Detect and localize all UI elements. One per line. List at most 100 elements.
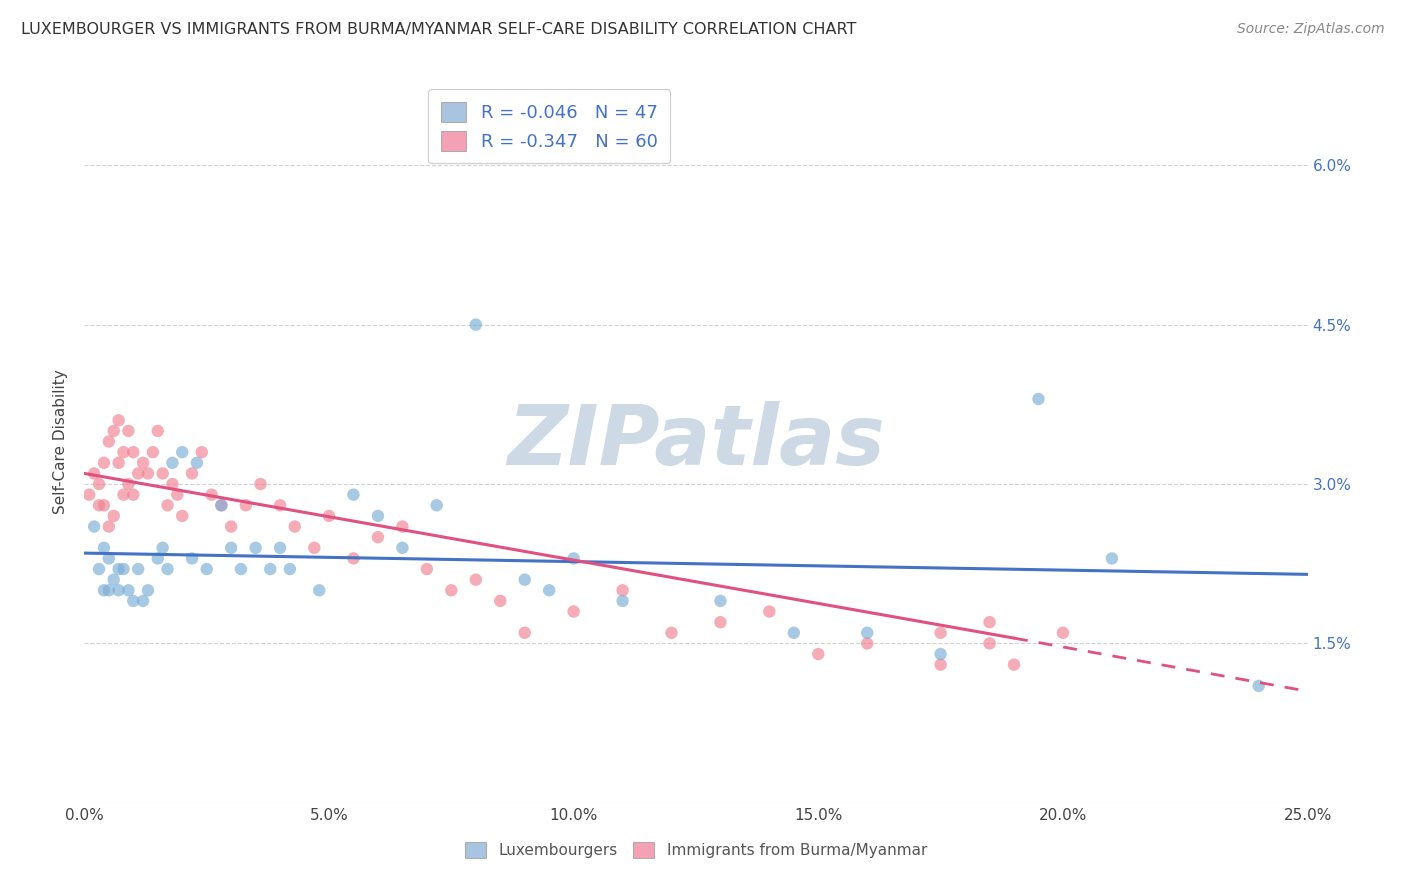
Point [538, 583, 561, 598]
Point [709, 594, 731, 608]
Point [318, 508, 340, 523]
Point [209, 498, 232, 512]
Point [162, 477, 184, 491]
Point [93, 456, 115, 470]
Legend: Luxembourgers, Immigrants from Burma/Myanmar: Luxembourgers, Immigrants from Burma/Mya… [456, 832, 936, 867]
Point [1028, 392, 1050, 406]
Point [83, 467, 105, 481]
Point [83, 519, 105, 533]
Point [156, 498, 179, 512]
Point [259, 562, 281, 576]
Point [391, 519, 413, 533]
Point [136, 583, 159, 598]
Point [235, 498, 257, 512]
Point [97, 551, 120, 566]
Point [103, 508, 125, 523]
Point [929, 625, 952, 640]
Point [142, 445, 165, 459]
Point [93, 541, 115, 555]
Point [117, 424, 139, 438]
Point [132, 594, 155, 608]
Point [219, 519, 242, 533]
Point [93, 583, 115, 598]
Point [464, 573, 486, 587]
Point [342, 551, 364, 566]
Point [245, 541, 267, 555]
Point [856, 636, 879, 650]
Text: LUXEMBOURGER VS IMMIGRANTS FROM BURMA/MYANMAR SELF-CARE DISABILITY CORRELATION C: LUXEMBOURGER VS IMMIGRANTS FROM BURMA/MY… [21, 22, 856, 37]
Point [162, 456, 184, 470]
Point [1002, 657, 1025, 672]
Point [709, 615, 731, 630]
Point [342, 488, 364, 502]
Point [166, 488, 188, 502]
Point [122, 488, 145, 502]
Point [612, 583, 634, 598]
Text: Source: ZipAtlas.com: Source: ZipAtlas.com [1237, 22, 1385, 37]
Point [562, 605, 585, 619]
Point [172, 445, 194, 459]
Point [112, 445, 135, 459]
Point [127, 562, 149, 576]
Point [367, 530, 389, 544]
Point [200, 488, 222, 502]
Point [562, 551, 585, 566]
Point [269, 498, 291, 512]
Point [304, 541, 326, 555]
Point [209, 498, 232, 512]
Point [172, 508, 194, 523]
Point [758, 605, 780, 619]
Point [783, 625, 806, 640]
Text: ZIPatlas: ZIPatlas [508, 401, 884, 482]
Point [97, 434, 120, 449]
Point [191, 445, 214, 459]
Point [181, 551, 204, 566]
Point [440, 583, 463, 598]
Point [929, 657, 952, 672]
Point [979, 615, 1001, 630]
Point [107, 562, 129, 576]
Point [127, 467, 149, 481]
Point [87, 498, 110, 512]
Point [249, 477, 271, 491]
Point [117, 477, 139, 491]
Point [136, 467, 159, 481]
Point [152, 541, 174, 555]
Point [278, 562, 301, 576]
Point [146, 424, 169, 438]
Point [929, 647, 952, 661]
Point [87, 477, 110, 491]
Point [979, 636, 1001, 650]
Point [181, 467, 204, 481]
Point [661, 625, 683, 640]
Point [122, 594, 145, 608]
Point [391, 541, 413, 555]
Point [1247, 679, 1270, 693]
Point [464, 318, 486, 332]
Point [489, 594, 512, 608]
Point [87, 562, 110, 576]
Point [103, 573, 125, 587]
Point [77, 488, 100, 502]
Point [93, 498, 115, 512]
Point [132, 456, 155, 470]
Point [367, 508, 389, 523]
Point [308, 583, 330, 598]
Point [612, 594, 634, 608]
Point [1101, 551, 1123, 566]
Point [152, 467, 174, 481]
Point [156, 562, 179, 576]
Point [229, 562, 252, 576]
Point [186, 456, 208, 470]
Point [513, 625, 536, 640]
Point [426, 498, 449, 512]
Point [856, 625, 879, 640]
Point [97, 519, 120, 533]
Point [112, 488, 135, 502]
Point [107, 456, 129, 470]
Point [107, 583, 129, 598]
Point [97, 583, 120, 598]
Point [269, 541, 291, 555]
Point [107, 413, 129, 427]
Point [219, 541, 242, 555]
